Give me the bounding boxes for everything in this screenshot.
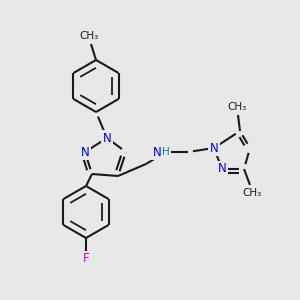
Text: N: N: [210, 142, 218, 154]
Text: N: N: [103, 131, 111, 145]
Text: CH₃: CH₃: [227, 102, 247, 112]
Text: N: N: [218, 163, 226, 176]
Text: N: N: [81, 146, 89, 158]
Text: F: F: [83, 253, 89, 266]
Text: N: N: [153, 146, 161, 158]
Text: CH₃: CH₃: [242, 188, 262, 198]
Text: CH₃: CH₃: [80, 31, 99, 41]
Text: H: H: [162, 147, 170, 157]
